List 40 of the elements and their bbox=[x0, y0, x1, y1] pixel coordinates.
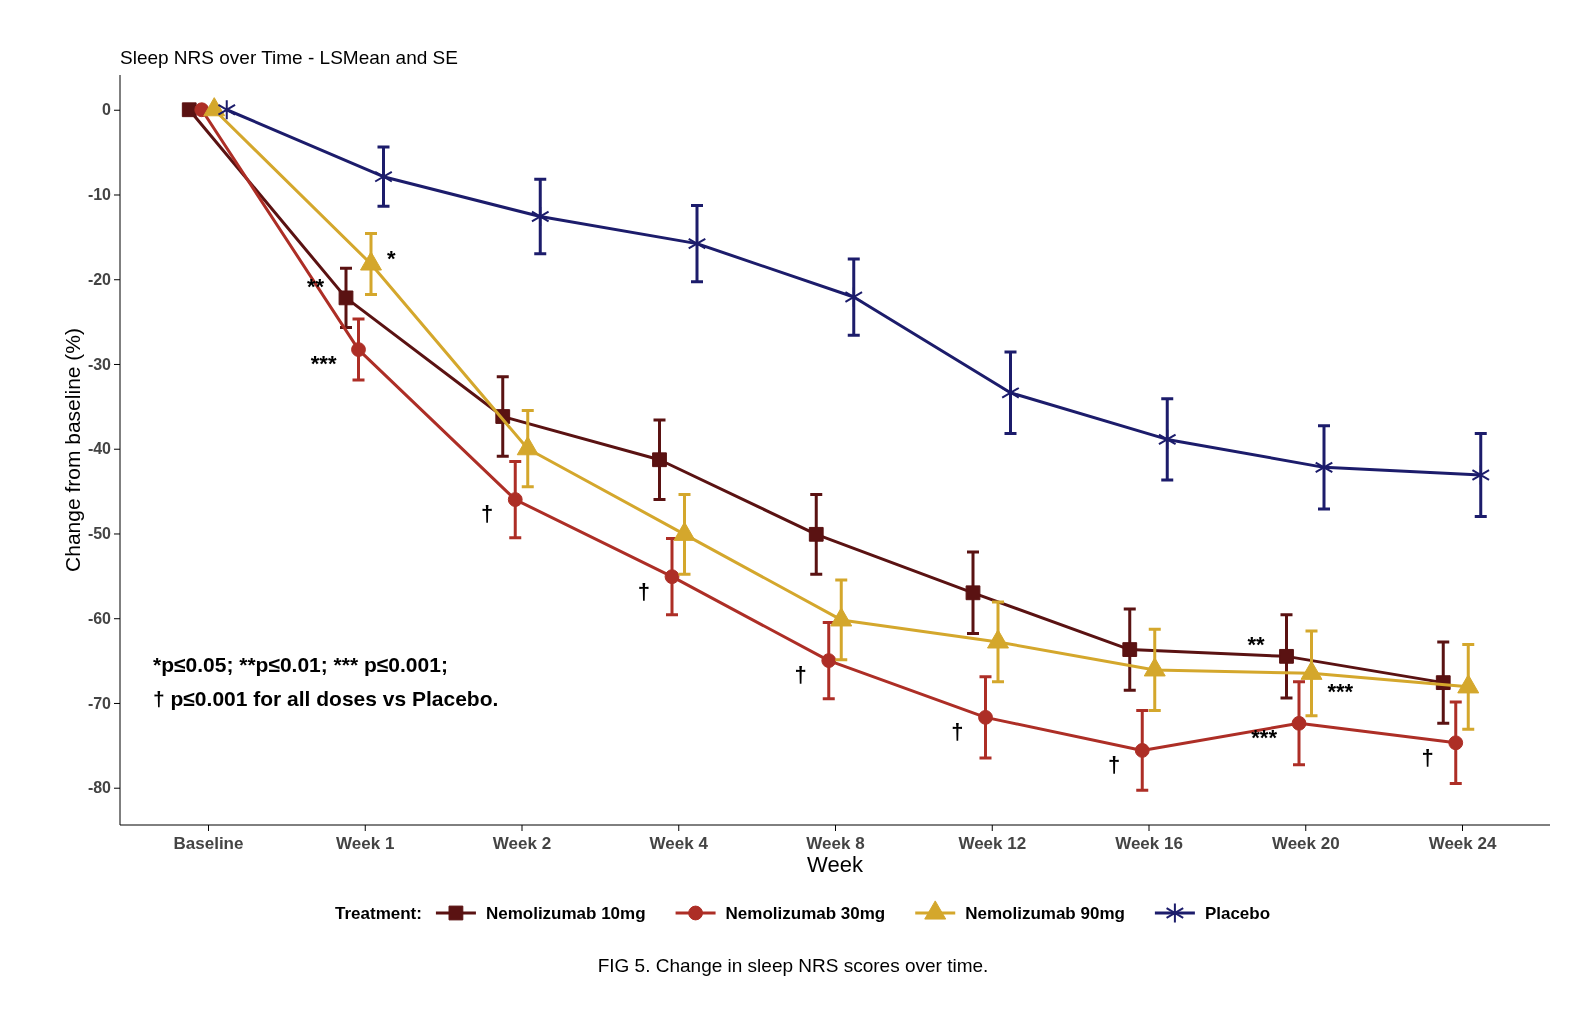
annotation: † bbox=[637, 578, 650, 604]
y-tick-label: -40 bbox=[87, 440, 112, 458]
x-tick-label: Week 24 bbox=[1428, 834, 1497, 854]
y-tick-label: -20 bbox=[87, 270, 112, 288]
y-tick-label: -70 bbox=[87, 694, 112, 712]
annotation: * bbox=[387, 245, 396, 271]
annotation: † bbox=[481, 501, 494, 527]
x-axis-title: Week bbox=[807, 852, 864, 877]
x-tick-label: Week 16 bbox=[1115, 834, 1183, 854]
annotation: *** bbox=[1251, 725, 1278, 751]
legend-title: Treatment: bbox=[335, 903, 422, 923]
annotation: † bbox=[794, 662, 807, 688]
annotation: † bbox=[951, 719, 964, 745]
annotation: † bbox=[1421, 744, 1434, 770]
caption: FIG 5. Change in sleep NRS scores over time. bbox=[597, 955, 989, 976]
annotation: ** bbox=[1247, 632, 1265, 658]
legend-label: Nemolizumab 90mg bbox=[965, 903, 1125, 923]
y-tick-label: -60 bbox=[87, 609, 112, 627]
annotation: *** bbox=[310, 351, 337, 377]
annotation: † bbox=[1108, 752, 1121, 778]
x-tick-label: Week 1 bbox=[336, 834, 395, 854]
legend-label: Nemolizumab 10mg bbox=[485, 903, 646, 923]
y-tick-label: -80 bbox=[87, 779, 112, 797]
x-tick-label: Week 12 bbox=[958, 834, 1027, 854]
x-tick-label: Week 8 bbox=[806, 834, 865, 854]
chart-title: Sleep NRS over Time - LSMean and SE bbox=[120, 47, 458, 68]
y-tick-label: 0 bbox=[102, 101, 112, 119]
x-tick-label: Week 2 bbox=[492, 834, 552, 854]
x-tick-label: Week 20 bbox=[1271, 834, 1340, 854]
y-axis-title: Change from baseline (%) bbox=[61, 328, 84, 572]
annotation: *p≤0.05; **p≤0.01; *** p≤0.001; bbox=[153, 653, 448, 676]
legend-label: Nemolizumab 30mg bbox=[725, 903, 886, 923]
annotation: *** bbox=[1327, 679, 1354, 705]
x-tick-label: Week 4 bbox=[649, 834, 709, 854]
y-tick-label: -30 bbox=[87, 355, 112, 373]
y-tick-label: -10 bbox=[87, 186, 112, 204]
y-tick-label: -50 bbox=[87, 525, 112, 543]
legend-label: Placebo bbox=[1204, 903, 1271, 923]
annotation: † p≤0.001 for all doses vs Placebo. bbox=[153, 687, 499, 710]
x-tick-label: Baseline bbox=[173, 834, 244, 854]
